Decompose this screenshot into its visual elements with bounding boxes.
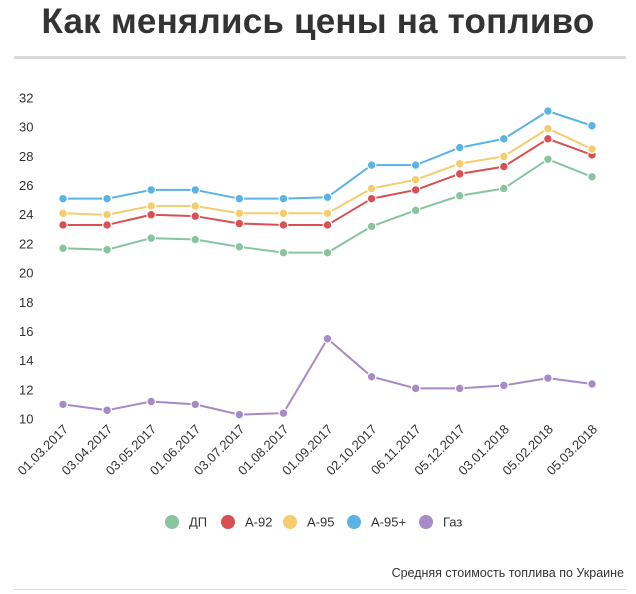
y-tick-label: 12 xyxy=(19,382,33,397)
y-tick-label: 30 xyxy=(19,120,33,135)
data-point xyxy=(410,160,421,171)
data-point xyxy=(278,408,289,419)
data-point xyxy=(366,160,377,171)
legend-label: А-95 xyxy=(307,515,334,530)
data-point xyxy=(234,208,245,219)
legend-marker xyxy=(419,515,433,529)
series-line xyxy=(62,337,593,416)
data-point xyxy=(322,247,333,258)
series-line xyxy=(62,158,593,254)
data-point xyxy=(102,193,112,204)
data-point xyxy=(146,396,157,407)
data-point xyxy=(58,208,68,219)
data-point xyxy=(410,174,421,185)
data-point xyxy=(498,151,509,162)
data-point xyxy=(190,201,201,211)
data-point xyxy=(410,205,421,216)
data-point xyxy=(366,371,377,382)
data-point xyxy=(146,209,157,220)
data-point xyxy=(543,373,553,384)
y-tick-label: 18 xyxy=(19,295,33,310)
data-point xyxy=(587,379,597,389)
y-tick-label: 32 xyxy=(19,91,33,106)
data-point xyxy=(278,247,289,258)
data-point xyxy=(234,193,245,204)
data-point xyxy=(543,123,553,134)
data-point xyxy=(587,171,597,182)
data-point xyxy=(234,218,245,229)
y-tick-label: 20 xyxy=(19,266,33,281)
data-point xyxy=(58,399,68,410)
data-point xyxy=(58,243,68,254)
data-point xyxy=(410,383,421,394)
data-point xyxy=(190,234,201,245)
data-point xyxy=(234,409,245,420)
x-axis: 01.03.201703.04.201703.05.201701.06.2017… xyxy=(14,422,600,479)
data-point xyxy=(234,241,245,252)
data-point xyxy=(278,208,289,219)
data-point xyxy=(278,220,289,230)
data-point xyxy=(454,158,465,169)
data-point xyxy=(410,185,421,195)
data-point xyxy=(322,208,333,219)
y-tick-label: 14 xyxy=(19,353,33,368)
data-point xyxy=(190,399,201,410)
data-point xyxy=(454,383,465,394)
legend-label: ДП xyxy=(189,515,207,530)
data-point xyxy=(454,142,465,153)
y-tick-label: 28 xyxy=(19,149,33,164)
data-point xyxy=(102,220,112,230)
data-point xyxy=(102,209,112,220)
data-point xyxy=(322,220,333,230)
legend-label: А-95+ xyxy=(371,515,406,530)
legend-marker xyxy=(221,515,235,529)
y-tick-label: 10 xyxy=(19,412,33,427)
data-point xyxy=(543,154,553,165)
data-point xyxy=(366,193,377,204)
data-point xyxy=(366,221,377,232)
data-point xyxy=(498,380,509,391)
data-point xyxy=(190,185,201,195)
data-point xyxy=(498,133,509,144)
data-point xyxy=(498,161,509,172)
data-point xyxy=(498,183,509,194)
data-point xyxy=(322,333,333,344)
legend: ДП А-92 А-95 А-95+ Газ xyxy=(165,515,462,530)
data-point xyxy=(102,405,112,416)
source-note: Средняя стоимость топлива по Украине xyxy=(391,566,624,580)
data-point xyxy=(587,144,597,154)
legend-marker xyxy=(347,515,361,529)
data-point xyxy=(278,193,289,204)
legend-marker xyxy=(283,515,297,529)
y-tick-label: 24 xyxy=(19,207,33,222)
data-point xyxy=(146,233,157,243)
legend-label: А-92 xyxy=(245,515,272,530)
data-point xyxy=(146,185,157,195)
data-point xyxy=(543,133,553,144)
data-point xyxy=(543,106,553,117)
title-divider xyxy=(14,56,626,59)
data-point xyxy=(102,244,112,255)
data-point xyxy=(322,192,333,203)
chart-title: Как менялись цены на топливо xyxy=(41,2,595,41)
data-point xyxy=(454,168,465,179)
series-line xyxy=(63,110,593,200)
legend-label: Газ xyxy=(443,515,462,530)
series-layer xyxy=(58,106,597,420)
y-axis: 32 30 28 26 24 22 20 18 16 14 12 10 xyxy=(19,91,33,427)
data-point xyxy=(58,220,68,230)
data-point xyxy=(146,201,157,211)
data-point xyxy=(587,120,597,131)
data-point xyxy=(58,193,68,204)
data-point xyxy=(454,190,465,201)
legend-marker xyxy=(165,515,179,529)
footer-divider xyxy=(14,589,626,590)
data-point xyxy=(190,211,201,222)
data-point xyxy=(366,183,377,194)
y-tick-label: 16 xyxy=(19,324,33,339)
y-tick-label: 22 xyxy=(19,236,33,251)
y-tick-label: 26 xyxy=(19,178,33,193)
